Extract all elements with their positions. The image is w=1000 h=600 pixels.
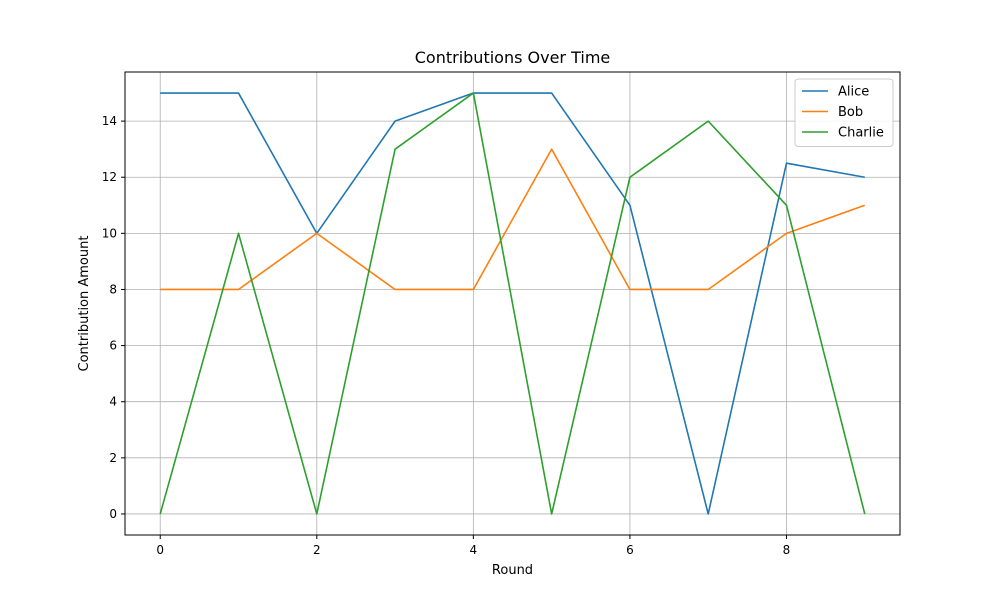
series-line-bob: [160, 148, 866, 291]
x-axis-title: Round: [492, 563, 533, 578]
legend: Alice Bob Charlie: [794, 78, 894, 147]
series-line-charlie: [159, 92, 866, 515]
y-axis-title: Contribution Amount: [77, 236, 92, 372]
series-lines: [159, 92, 866, 515]
x-tick-label: 4: [470, 543, 478, 557]
y-tick-label: 4: [109, 395, 117, 409]
y-tick-label: 0: [109, 507, 117, 521]
y-tick-label: 6: [109, 339, 117, 353]
legend-label-charlie: Charlie: [838, 126, 884, 141]
legend-box: [794, 78, 894, 147]
y-tick-label: 10: [102, 226, 117, 240]
x-tick-label: 8: [783, 543, 791, 557]
legend-label-bob: Bob: [838, 105, 863, 120]
plot-frame: [124, 71, 901, 536]
x-tick-label: 6: [626, 543, 634, 557]
ticks: 0 2 4 6 8 0 2 4 6 8 10 12 14: [102, 114, 791, 557]
y-tick-label: 14: [102, 114, 117, 128]
chart-title: Contributions Over Time: [415, 48, 611, 67]
y-tick-label: 12: [102, 170, 117, 184]
x-tick-label: 2: [313, 543, 321, 557]
legend-label-alice: Alice: [838, 85, 869, 100]
y-tick-label: 8: [109, 282, 117, 296]
x-tick-label: 0: [156, 543, 164, 557]
series-line-alice: [160, 92, 865, 515]
y-tick-label: 2: [109, 451, 117, 465]
